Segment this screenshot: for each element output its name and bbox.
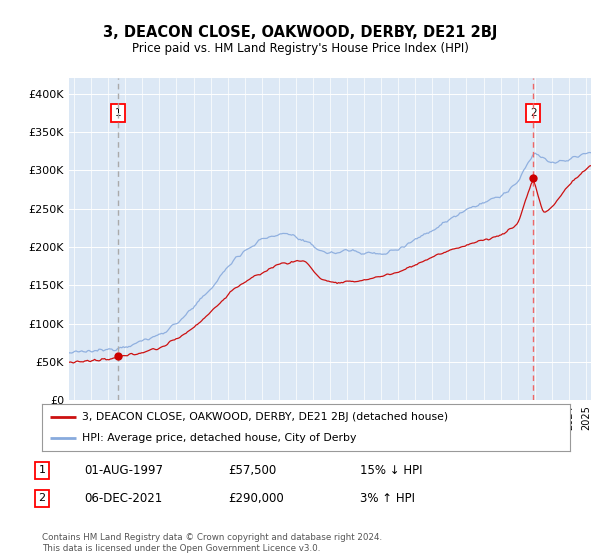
Text: 1: 1	[38, 465, 46, 475]
Text: £57,500: £57,500	[228, 464, 276, 477]
Text: 1: 1	[115, 108, 121, 118]
Text: Contains HM Land Registry data © Crown copyright and database right 2024.
This d: Contains HM Land Registry data © Crown c…	[42, 533, 382, 553]
Text: £290,000: £290,000	[228, 492, 284, 505]
Text: Price paid vs. HM Land Registry's House Price Index (HPI): Price paid vs. HM Land Registry's House …	[131, 42, 469, 55]
Text: 2: 2	[530, 108, 536, 118]
Text: 06-DEC-2021: 06-DEC-2021	[84, 492, 162, 505]
Text: 2: 2	[38, 493, 46, 503]
Text: 01-AUG-1997: 01-AUG-1997	[84, 464, 163, 477]
Text: 15% ↓ HPI: 15% ↓ HPI	[360, 464, 422, 477]
Text: 3% ↑ HPI: 3% ↑ HPI	[360, 492, 415, 505]
Text: 3, DEACON CLOSE, OAKWOOD, DERBY, DE21 2BJ: 3, DEACON CLOSE, OAKWOOD, DERBY, DE21 2B…	[103, 25, 497, 40]
Text: 3, DEACON CLOSE, OAKWOOD, DERBY, DE21 2BJ (detached house): 3, DEACON CLOSE, OAKWOOD, DERBY, DE21 2B…	[82, 412, 448, 422]
Text: HPI: Average price, detached house, City of Derby: HPI: Average price, detached house, City…	[82, 433, 356, 444]
